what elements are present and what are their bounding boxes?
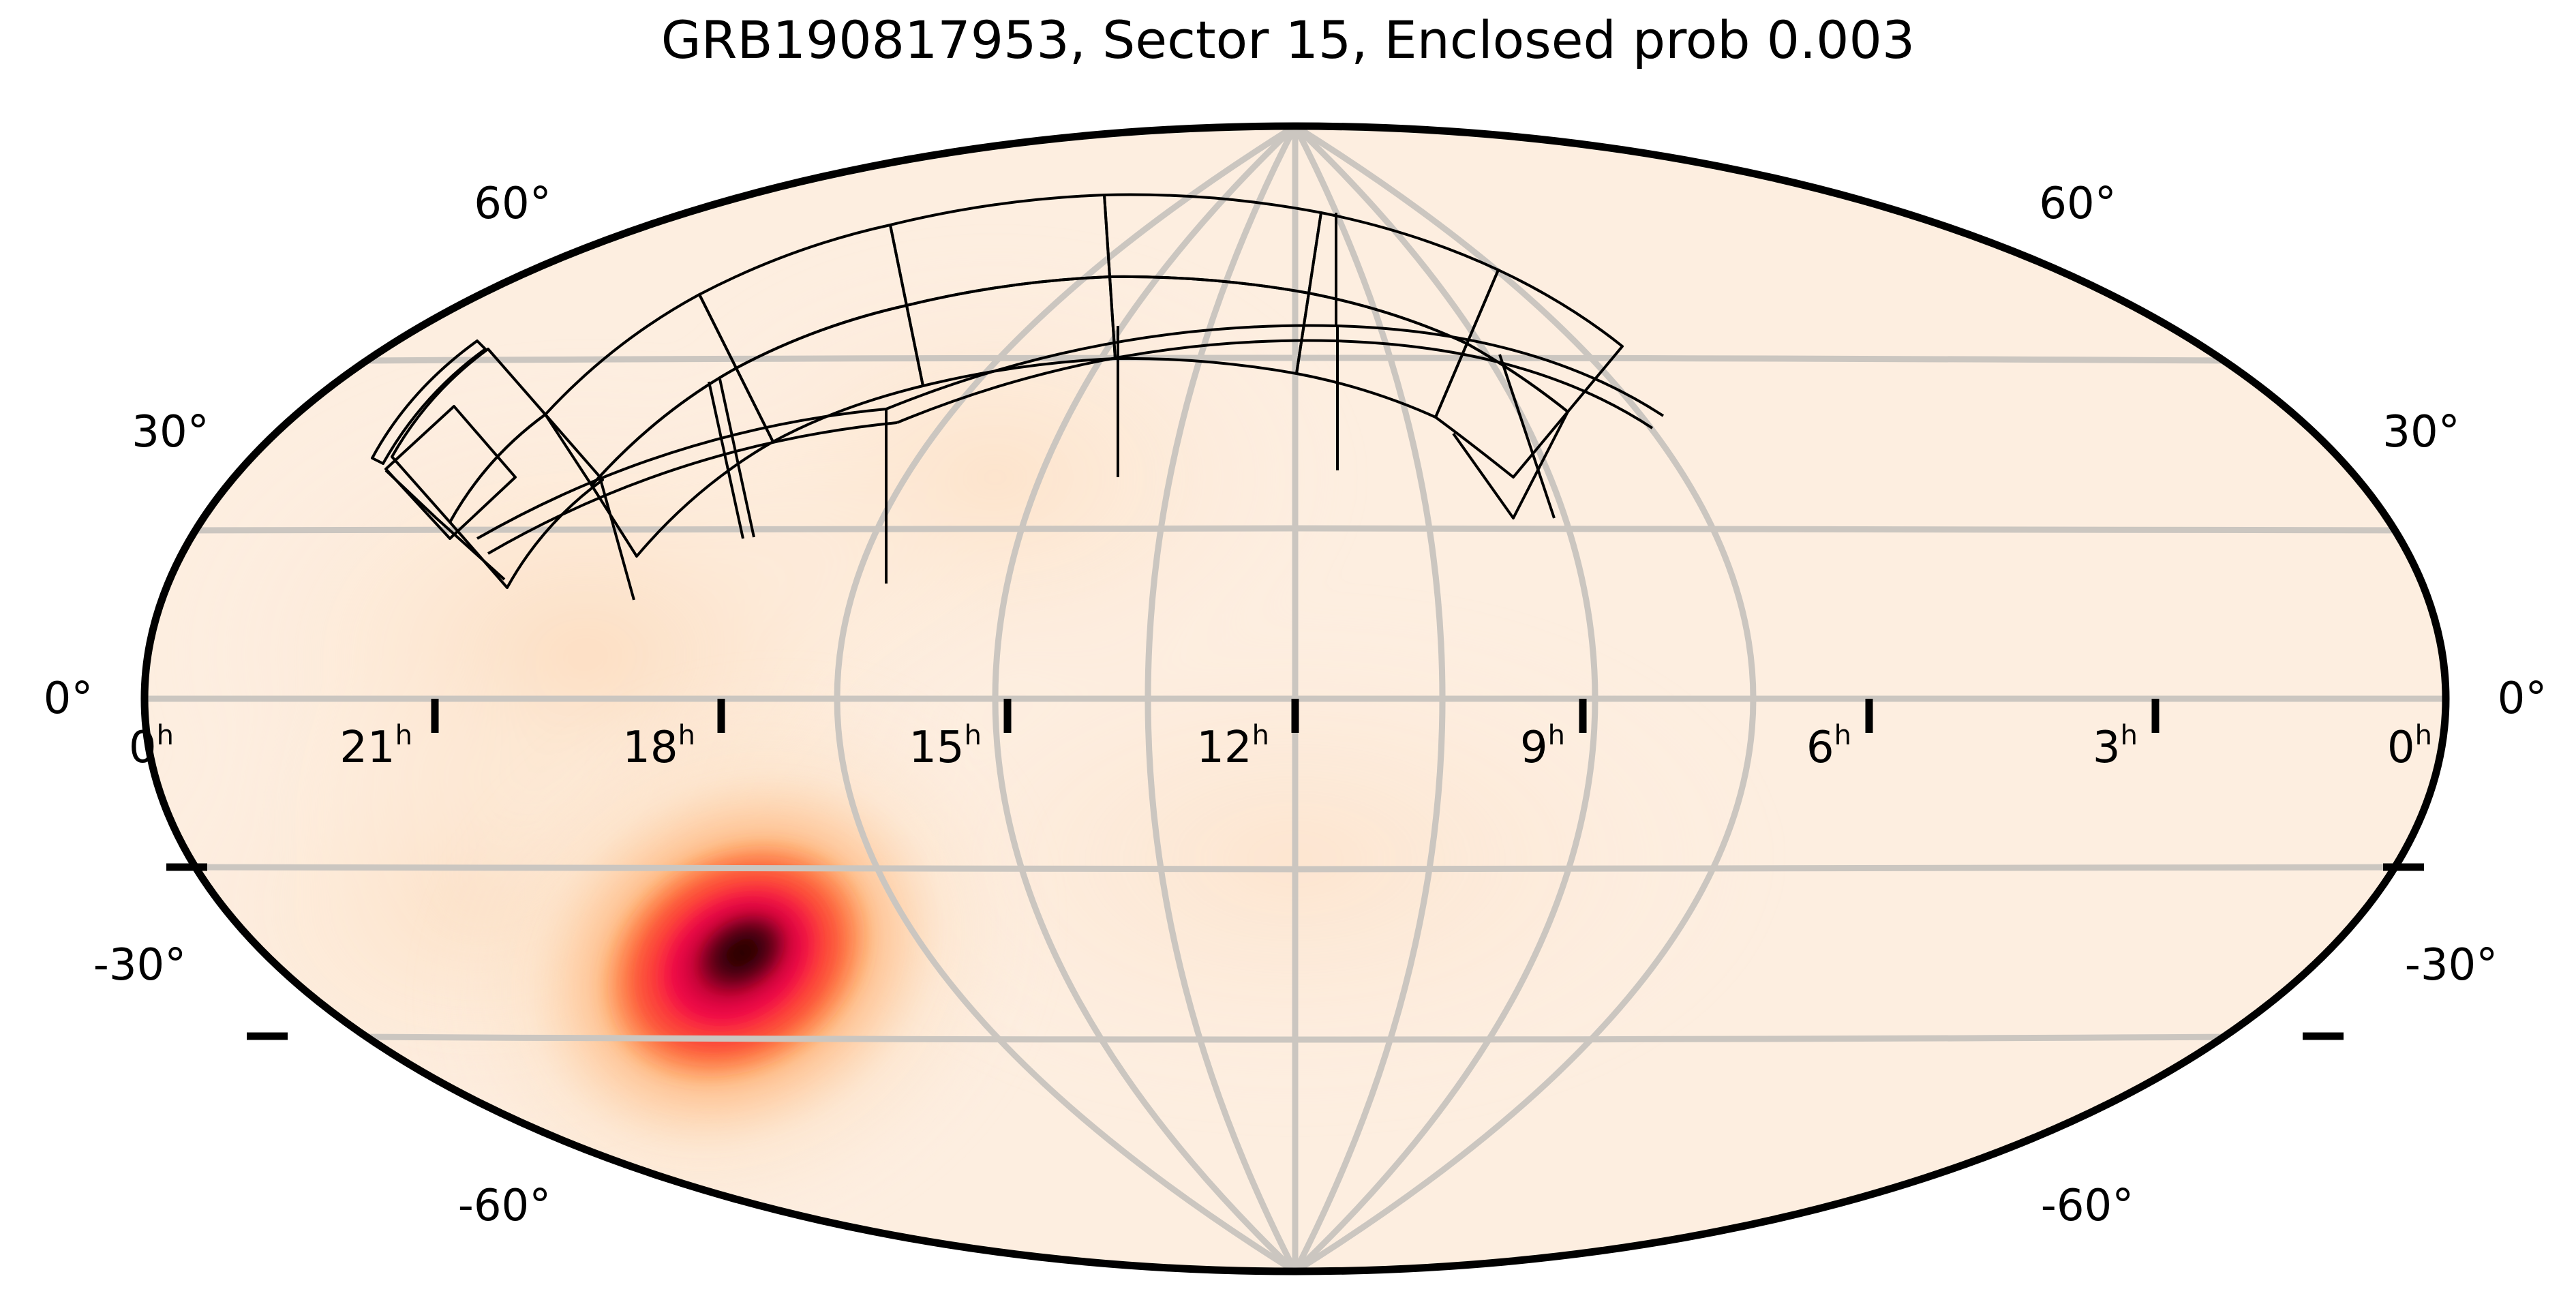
ra-tick-marks xyxy=(431,699,2160,733)
footprint-edge xyxy=(708,381,744,539)
dec-tick-label-right: 60° xyxy=(2039,179,2116,229)
footprint-ccd xyxy=(384,405,517,540)
footprint-arc xyxy=(476,408,887,540)
ra-tick-sup: h xyxy=(965,720,982,751)
footprint-ccd xyxy=(371,339,487,465)
footprint-arc xyxy=(487,421,898,555)
page-title: GRB190817953, Sector 15, Enclosed prob 0… xyxy=(661,10,1915,70)
ra-tick-sup: h xyxy=(2121,720,2138,751)
ra-tick-label: 18 xyxy=(622,723,678,773)
footprint-edge xyxy=(1498,354,1556,519)
hotspot-core xyxy=(696,913,788,993)
footprint-arc xyxy=(885,324,1665,417)
footprint-edge xyxy=(384,469,506,581)
svg-text:21h: 21h xyxy=(339,720,412,773)
svg-text:0h: 0h xyxy=(2387,720,2432,773)
footprint-edge xyxy=(1452,411,1569,519)
footprint-edge xyxy=(718,378,755,538)
dec-tick-label-left: 30° xyxy=(132,407,209,457)
ra-axis-labels: 0h 21h 18h 15h 12h 9h 6h 3h xyxy=(129,720,2432,773)
dec-tick-label-right: -60° xyxy=(2041,1181,2134,1231)
dec-tick-label-right: 0° xyxy=(2498,674,2547,724)
ra-tick-sup: h xyxy=(2415,720,2432,751)
svg-text:6h: 6h xyxy=(1806,720,1851,773)
sky-background xyxy=(145,126,2446,1271)
dec-tick-label-right: -30° xyxy=(2405,940,2498,991)
dec-tick-marks xyxy=(166,863,2424,1040)
ra-tick-sup: h xyxy=(1834,720,1851,751)
ra-tick-sup: h xyxy=(395,720,412,751)
projection-boundary xyxy=(140,122,2450,1275)
svg-text:3h: 3h xyxy=(2093,720,2138,773)
ra-tick-sup: h xyxy=(1252,720,1269,751)
dec-axis-labels-right: 60° 30° 0° -30° -60° xyxy=(2039,179,2547,1231)
ra-tick-label: 12 xyxy=(1196,723,1252,773)
ra-tick-label: 0 xyxy=(2387,723,2415,773)
sector-footprint xyxy=(371,193,1665,601)
ra-tick-label: 6 xyxy=(1806,723,1834,773)
ra-tick-label: 9 xyxy=(1520,723,1548,773)
svg-text:9h: 9h xyxy=(1520,720,1565,773)
ra-tick-label: 3 xyxy=(2093,723,2121,773)
footprint-edge xyxy=(598,477,635,601)
dec-axis-labels-left: 60° 30° 0° -30° -60° xyxy=(44,179,551,1231)
ra-tick-sup: h xyxy=(157,720,174,751)
dec-tick-label-left: -30° xyxy=(93,940,187,991)
graticule-meridians xyxy=(834,126,1757,1271)
svg-text:15h: 15h xyxy=(909,720,982,773)
svg-text:18h: 18h xyxy=(622,720,695,773)
dec-tick-label-left: -60° xyxy=(458,1181,551,1231)
svg-text:12h: 12h xyxy=(1196,720,1269,773)
ra-tick-sup: h xyxy=(678,720,695,751)
dec-tick-label-left: 0° xyxy=(44,674,93,724)
footprint-arc xyxy=(896,339,1654,429)
ra-tick-label: 0 xyxy=(129,723,157,773)
ra-tick-label: 21 xyxy=(339,723,395,773)
footprint-ccd xyxy=(449,413,604,589)
svg-text:0h: 0h xyxy=(129,720,174,773)
dec-tick-label-left: 60° xyxy=(474,179,551,229)
ra-tick-label: 15 xyxy=(909,723,964,773)
ra-tick-sup: h xyxy=(1548,720,1565,751)
dec-tick-label-right: 30° xyxy=(2382,407,2459,457)
